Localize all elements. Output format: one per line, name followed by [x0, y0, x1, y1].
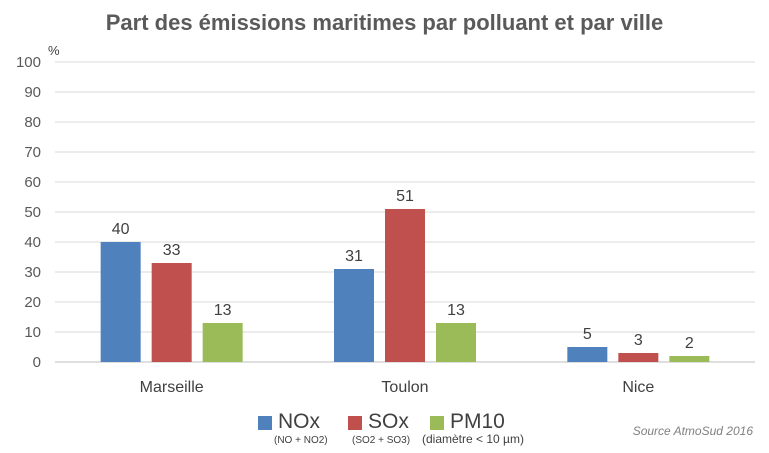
- bar-pm10-toulon: [436, 323, 476, 362]
- y-tick-label: 0: [33, 354, 41, 371]
- x-tick-label: Toulon: [381, 379, 428, 396]
- x-tick-label: Marseille: [140, 379, 204, 396]
- bar-sox-nice: [618, 353, 659, 362]
- y-tick-label: 30: [24, 264, 41, 281]
- chart-title: Part des émissions maritimes par polluan…: [105, 10, 664, 35]
- data-label: 2: [685, 335, 694, 352]
- data-label: 3: [634, 332, 643, 349]
- x-tick-label: Nice: [622, 379, 654, 396]
- legend-label-pm10: PM10: [450, 410, 505, 433]
- bar-nox-nice: [567, 347, 608, 362]
- data-label: 13: [447, 302, 465, 319]
- legend-label-sox: SOx: [368, 410, 409, 433]
- y-tick-label: 80: [24, 114, 41, 131]
- y-tick-label: 10: [24, 324, 41, 341]
- bar-pm10-nice: [669, 356, 710, 362]
- bar-sox-toulon: [385, 209, 425, 362]
- bar-sox-marseille: [151, 263, 192, 362]
- y-tick-label: 20: [24, 294, 41, 311]
- data-label: 40: [112, 221, 130, 238]
- y-tick-label: 100: [16, 54, 41, 71]
- legend-swatch-pm10: [430, 416, 444, 430]
- data-label: 13: [214, 302, 232, 319]
- y-axis-label: %: [48, 43, 60, 58]
- data-label: 31: [345, 248, 363, 265]
- legend-sub-nox: (NO + NO2): [274, 435, 328, 446]
- y-tick-label: 40: [24, 234, 41, 251]
- y-tick-label: 50: [24, 204, 41, 221]
- bar-nox-toulon: [334, 269, 374, 362]
- source-note: Source AtmoSud 2016: [632, 424, 753, 438]
- y-tick-label: 70: [24, 144, 41, 161]
- bar-pm10-marseille: [202, 323, 243, 362]
- legend-label-nox: NOx: [278, 410, 320, 433]
- y-tick-label: 90: [24, 84, 41, 101]
- bar-nox-marseille: [100, 242, 141, 362]
- data-label: 33: [163, 242, 181, 259]
- data-label: 5: [583, 326, 592, 343]
- legend-swatch-nox: [258, 416, 272, 430]
- legend-swatch-sox: [348, 416, 362, 430]
- data-label: 51: [396, 188, 414, 205]
- y-tick-label: 60: [24, 174, 41, 191]
- legend-sub-sox: (SO2 + SO3): [352, 435, 411, 446]
- legend-sub-pm10: (diamètre < 10 µm): [422, 432, 524, 446]
